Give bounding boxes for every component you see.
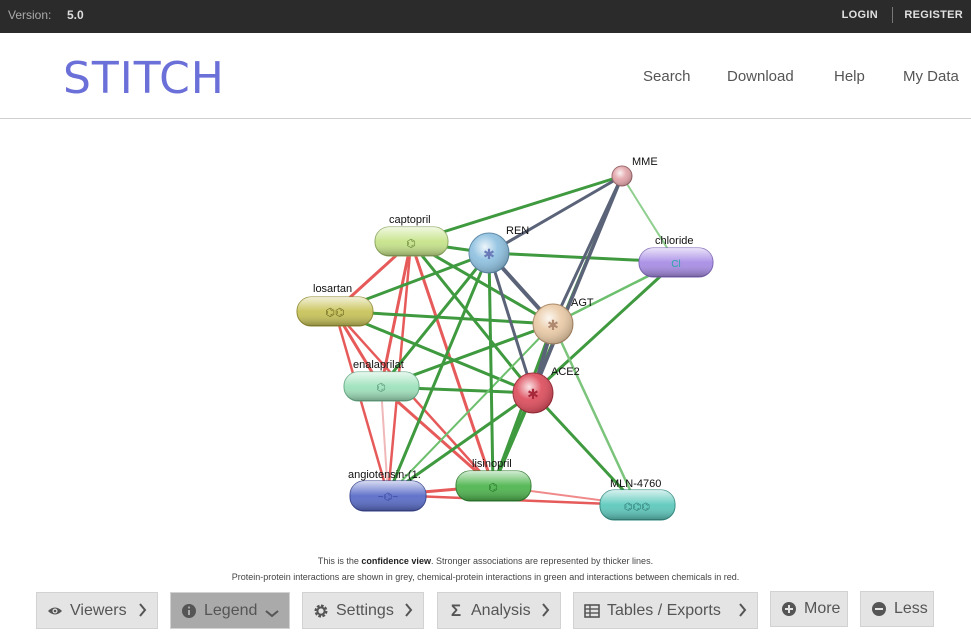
- nav-my-data[interactable]: My Data: [903, 68, 959, 85]
- legend-button[interactable]: Legend: [170, 592, 290, 629]
- caption-text: This is the: [317, 556, 362, 566]
- edge-enalaprilat-ren: [379, 252, 491, 388]
- node-label-ace2: ACE2: [551, 366, 580, 378]
- edge-mme-ren: [488, 174, 623, 255]
- node-label-ren: REN: [506, 225, 529, 237]
- settings-button[interactable]: Settings: [302, 592, 424, 629]
- viewers-button[interactable]: Viewers: [36, 592, 158, 629]
- edge-enalaprilat-lisinopril: [380, 385, 494, 488]
- site-header: STITCH Search Download Help My Data: [0, 33, 971, 119]
- edge-losartan-angiotensin: [333, 310, 390, 496]
- edge-captopril-ace2: [409, 241, 535, 394]
- structure-icon: ⌬: [406, 238, 416, 250]
- less-button[interactable]: Less: [860, 591, 934, 627]
- structure-icon: ⌬: [376, 382, 386, 394]
- edge-mln-ace2: [531, 391, 639, 507]
- edge-captopril-lisinopril: [409, 241, 495, 487]
- caption-line-1: This is the confidence view. Stronger as…: [0, 556, 971, 566]
- sigma-icon: Σ: [450, 600, 462, 620]
- tables-exports-button[interactable]: Tables / Exports: [573, 592, 758, 629]
- node-mme[interactable]: MME: [611, 156, 658, 187]
- edge-angiotensin-ace2: [387, 391, 534, 497]
- node-ren[interactable]: ✱ REN: [468, 225, 529, 274]
- node-losartan[interactable]: ⌬⌬ losartan: [296, 283, 374, 327]
- protein-structure-icon: ✱: [527, 386, 539, 402]
- node-label-chloride: chloride: [655, 235, 694, 247]
- edge-mme-ace2: [531, 175, 624, 394]
- caption-text: . Stronger associations are represented …: [430, 556, 654, 566]
- viewers-label: Viewers: [70, 601, 127, 619]
- eye-icon: [47, 603, 63, 619]
- chevron-right-icon: [738, 603, 747, 622]
- legend-label: Legend: [204, 601, 258, 619]
- node-ace2[interactable]: ✱ ACE2: [512, 366, 580, 414]
- network-graph[interactable]: MME ⌬ captopril ✱ REN Cl chloride ⌬⌬: [0, 120, 971, 550]
- edge-ren-ace2: [487, 252, 535, 394]
- structure-icon: ⌬: [488, 482, 498, 494]
- caption-line-2: Protein-protein interactions are shown i…: [231, 572, 740, 582]
- edge-angiotensin-ren: [386, 252, 491, 496]
- edge-mln-agt: [551, 323, 639, 506]
- node-agt[interactable]: ✱ AGT: [532, 297, 594, 345]
- node-label-lisinopril: lisinopril: [472, 458, 512, 470]
- info-icon: [181, 603, 197, 619]
- chevron-down-icon: [265, 605, 279, 623]
- login-link[interactable]: LOGIN: [841, 9, 878, 21]
- settings-label: Settings: [336, 601, 394, 619]
- chevron-right-icon: [541, 603, 550, 622]
- node-label-mln-4760: MLN-4760: [610, 478, 661, 490]
- topbar-divider: [892, 7, 893, 23]
- node-label-agt: AGT: [571, 297, 594, 309]
- less-label: Less: [894, 600, 928, 617]
- node-enalaprilat[interactable]: ⌬ enalaprilat: [343, 359, 420, 402]
- more-button[interactable]: More: [770, 591, 848, 627]
- more-label: More: [804, 600, 841, 617]
- edge-enalaprilat-angiotensin: [380, 386, 389, 496]
- node-chloride[interactable]: Cl chloride: [638, 235, 714, 278]
- register-link[interactable]: REGISTER: [904, 9, 963, 21]
- edge-losartan-lisinopril: [334, 310, 494, 487]
- nodes: MME ⌬ captopril ✱ REN Cl chloride ⌬⌬: [296, 156, 714, 521]
- node-label-mme: MME: [632, 156, 658, 168]
- nav-download[interactable]: Download: [727, 68, 794, 85]
- nav-help[interactable]: Help: [834, 68, 865, 85]
- edge-chloride-ace2: [531, 260, 678, 395]
- node-label-angiotensin: angiotensin-(1.: [348, 469, 421, 481]
- stitch-logo[interactable]: STITCH: [63, 53, 225, 104]
- node-label-enalaprilat: enalaprilat: [353, 359, 404, 371]
- node-angiotensin[interactable]: ~⌬~ angiotensin-(1.: [348, 469, 427, 512]
- chevron-right-icon: [138, 603, 147, 622]
- node-label-losartan: losartan: [313, 283, 352, 295]
- tables-exports-label: Tables / Exports: [607, 601, 721, 619]
- version-label: Version:: [8, 8, 52, 22]
- gear-icon: [313, 603, 329, 619]
- analysis-button[interactable]: Σ Analysis: [437, 592, 561, 629]
- protein-structure-icon: ✱: [547, 317, 559, 333]
- node-lisinopril[interactable]: ⌬ lisinopril: [455, 458, 532, 502]
- edge-captopril-mme: [410, 174, 623, 244]
- structure-icon: ⌬⌬: [325, 307, 344, 319]
- chevron-right-icon: [404, 603, 413, 622]
- structure-icon: ⌬⌬⌬: [624, 502, 650, 513]
- table-icon: [584, 603, 600, 619]
- top-bar: Version: 5.0 LOGIN REGISTER: [0, 0, 971, 33]
- nav-search[interactable]: Search: [643, 68, 691, 85]
- structure-icon: ~⌬~: [378, 492, 399, 503]
- minus-circle-icon: [871, 601, 887, 617]
- edge-lisinopril-ren: [487, 252, 495, 487]
- structure-icon: Cl: [671, 259, 680, 270]
- node-captopril[interactable]: ⌬ captopril: [374, 214, 449, 257]
- plus-circle-icon: [781, 601, 797, 617]
- analysis-label: Analysis: [471, 601, 531, 619]
- caption-emphasis: confidence view: [361, 556, 431, 566]
- node-mln-4760[interactable]: ⌬⌬⌬ MLN-4760: [599, 478, 676, 521]
- edge-angiotensin-agt: [387, 323, 554, 496]
- node-label-captopril: captopril: [389, 214, 431, 226]
- protein-structure-icon: ✱: [483, 246, 495, 262]
- version-value: 5.0: [67, 8, 84, 22]
